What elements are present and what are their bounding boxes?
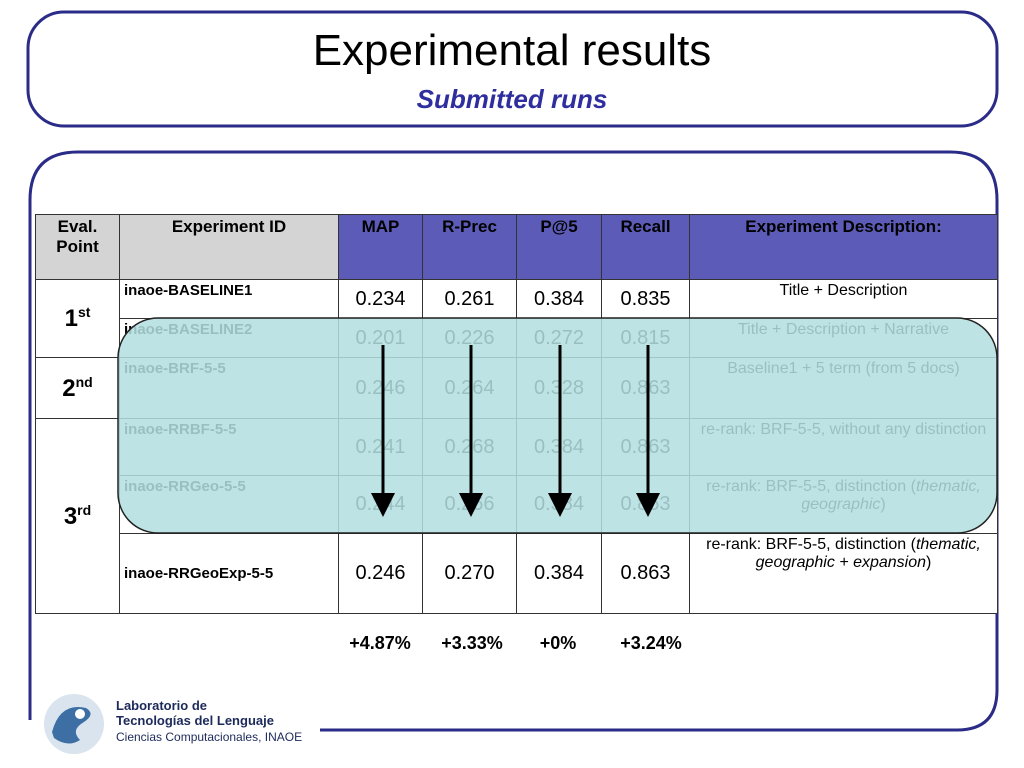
metric-value: 0.261	[422, 279, 517, 319]
lab-line2: Tecnologías del Lenguaje	[116, 713, 274, 728]
experiment-id: inaoe-RRBF-5-5	[119, 418, 339, 476]
column-header: Eval. Point	[35, 214, 120, 280]
description-part: thematic, geographic + expansion	[755, 536, 981, 571]
rank-number: 2	[62, 374, 76, 402]
metric-value: 0.270	[422, 533, 517, 614]
results-table: Eval. Point Experiment ID MAP R-Prec P@5 Reca…	[35, 214, 998, 614]
rank-cell: 3rd	[35, 418, 120, 614]
title-box	[26, 10, 999, 128]
run-row: inaoe-RRGeoExp-5-5 0.246 0.270 0.384 0.863 re…	[36, 533, 998, 614]
metric-value: 0.863	[601, 475, 690, 534]
logo-text: Laboratorio de Tecnologías del Lenguaje …	[116, 698, 302, 744]
metric-value: 0.384	[516, 475, 602, 534]
logo	[44, 694, 104, 754]
experiment-id: inaoe-BASELINE1	[119, 279, 339, 319]
metric-value: 0.246	[338, 533, 423, 614]
experiment-id: inaoe-BRF-5-5	[119, 357, 339, 419]
metric-value: 0.384	[516, 279, 602, 319]
content-box	[28, 150, 999, 732]
description-part: )	[926, 554, 932, 571]
metric-value: 0.268	[422, 418, 517, 476]
metric-value: 0.246	[338, 357, 423, 419]
description: re-rank: BRF-5-5, distinction (thematic,…	[689, 475, 998, 534]
run-row: 1st inaoe-BASELINE1 0.234 0.261 0.384 0.835 Ti…	[35, 279, 998, 358]
description-part: Title + Description + Narrative	[737, 321, 950, 338]
rank-suffix: rd	[77, 501, 92, 518]
header-row: Eval. Point Experiment ID MAP R-Prec P@5 Reca…	[35, 214, 998, 280]
description-part: re-rank: BRF-5-5, distinction (	[706, 536, 916, 553]
improvement: +4.87%	[349, 633, 411, 653]
metric-value: 0.863	[601, 357, 690, 419]
improvements: +4.87% +3.33% +0% +3.24%	[0, 633, 1024, 657]
description: re-rank: BRF-5-5, without any distinctio…	[689, 418, 998, 476]
lab-line3: Ciencias Computacionales, INAOE	[116, 730, 303, 744]
description-part: )	[880, 496, 886, 513]
rank-cell: 2nd	[35, 357, 120, 419]
improvement: +0%	[539, 633, 577, 653]
subtitle: Submitted runs	[416, 84, 608, 114]
improvement: +3.33%	[441, 633, 503, 653]
description: Title + Description + Narrative	[689, 318, 998, 358]
metric-value: 0.815	[601, 318, 690, 358]
experiment-id: inaoe-BASELINE2	[119, 318, 339, 358]
column-header: MAP	[338, 214, 423, 280]
description-part: Title + Description	[779, 282, 908, 299]
metric-value: 0.384	[516, 418, 602, 476]
column-header: Experiment Description:	[689, 214, 998, 280]
rank-number: 1	[64, 305, 78, 332]
run-row: inaoe-RRGeo-5-5 0.244 0.266 0.384 0.863 re-ra…	[36, 475, 998, 534]
description-part: Baseline1 + 5 term (from 5 docs)	[727, 360, 960, 377]
description: re-rank: BRF-5-5, distinction (thematic,…	[689, 533, 998, 614]
metric-value: 0.201	[338, 318, 423, 358]
run-row: inaoe-BASELINE2 0.201 0.226 0.272 0.815 Title…	[36, 318, 998, 358]
metric-value: 0.328	[516, 357, 602, 419]
column-header: Experiment ID	[119, 214, 339, 280]
metric-value: 0.226	[422, 318, 517, 358]
description: Baseline1 + 5 term (from 5 docs)	[689, 357, 998, 419]
description: Title + Description	[689, 279, 998, 319]
metric-value: 0.835	[601, 279, 690, 319]
metric-value: 0.241	[338, 418, 423, 476]
run-row: 3rd inaoe-RRBF-5-5 0.241 0.268 0.384 0.863 re-…	[35, 418, 998, 614]
experiment-id: inaoe-RRGeo-5-5	[119, 475, 339, 534]
metric-value: 0.234	[338, 279, 423, 319]
metric-value: 0.384	[516, 533, 602, 614]
title: Experimental results	[312, 26, 712, 75]
run-row: 2nd inaoe-BRF-5-5 0.246 0.264 0.328 0.863 Base…	[35, 357, 998, 419]
rank-number: 3	[63, 502, 78, 530]
metric-value: 0.266	[422, 475, 517, 534]
metric-value: 0.264	[422, 357, 517, 419]
experiment-id: inaoe-RRGeoExp-5-5	[119, 533, 339, 614]
rank-suffix: nd	[75, 373, 93, 390]
metric-value: 0.863	[601, 533, 690, 614]
rank-suffix: st	[77, 304, 91, 320]
description-part: re-rank: BRF-5-5, without any distinctio…	[700, 421, 987, 438]
column-header: Recall	[601, 214, 690, 280]
description-part: re-rank: BRF-5-5, distinction (	[706, 478, 916, 495]
lab-line1: Laboratorio de	[116, 698, 208, 713]
column-header: R-Prec	[422, 214, 517, 280]
rank-cell: 1st	[35, 279, 120, 358]
improvement: +3.24%	[620, 633, 682, 653]
metric-value: 0.244	[338, 475, 423, 534]
metric-value: 0.272	[516, 318, 602, 358]
column-header: P@5	[516, 214, 602, 280]
metric-value: 0.863	[601, 418, 690, 476]
